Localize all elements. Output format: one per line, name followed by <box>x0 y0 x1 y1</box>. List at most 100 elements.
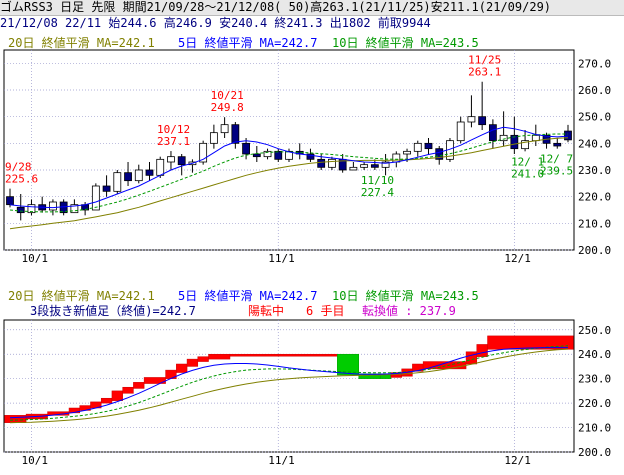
top-ytick: 200.0 <box>578 244 611 257</box>
top-ytick: 210.0 <box>578 217 611 230</box>
annotation-date: 11/10 <box>361 174 394 187</box>
candle-body <box>413 142 422 152</box>
bottom-ytick: 200.0 <box>578 446 611 459</box>
annotation-date: 10/12 <box>157 123 190 136</box>
candle-body <box>328 158 336 168</box>
bottom-ytick: 230.0 <box>578 373 611 386</box>
tlb-state: 陽転中 <box>248 304 285 318</box>
candle-body <box>49 201 57 211</box>
candle-body <box>167 156 175 163</box>
candle-body <box>252 153 261 158</box>
tlb-brick <box>197 356 209 362</box>
annotation-date: 12/ 7 <box>540 153 573 166</box>
candle-body <box>70 204 79 214</box>
candle-body <box>113 172 122 192</box>
bottom-ma5-line <box>9 347 568 419</box>
bottom-ytick: 210.0 <box>578 422 611 435</box>
candle-body <box>510 134 519 150</box>
candle-body <box>370 164 379 168</box>
candle-body <box>231 124 240 144</box>
candle-body <box>177 156 186 166</box>
annotation-price: 227.4 <box>361 186 394 199</box>
annotation-date: 9/28 <box>5 161 32 174</box>
annotation-price: 241.0 <box>511 167 544 180</box>
bottom-ytick: 240.0 <box>578 348 611 361</box>
candle-body <box>220 124 229 134</box>
price-summary: 21/12/08 22/11 始244.6 高246.9 安240.4 終241… <box>0 16 431 30</box>
candle-body <box>435 148 444 160</box>
tlb-brick <box>465 351 478 365</box>
candle-body <box>360 164 369 168</box>
top-xtick: 12/1 <box>504 252 531 265</box>
annotation-date: 12/ 1 <box>511 155 544 168</box>
annotation-date: 11/25 <box>468 54 501 67</box>
tlb-brick <box>4 415 27 423</box>
bottom-frame <box>3 319 575 453</box>
top-xtick: 10/1 <box>21 252 48 265</box>
candle-body <box>317 158 326 168</box>
annotation-price: 249.8 <box>211 101 244 114</box>
candle-body <box>564 130 572 141</box>
candle-body <box>488 124 497 142</box>
candle-body <box>306 153 315 160</box>
tlb-brick <box>122 386 134 394</box>
candle-body <box>134 169 143 182</box>
top-legend-ma10: 10日 終値平滑 MA=243.5 <box>332 36 479 50</box>
candle-body <box>145 169 154 176</box>
top-legend-ma20: 20日 終値平滑 MA=242.1 <box>8 36 155 50</box>
candle-body <box>274 150 283 160</box>
tlb-reversal: 転換値 : 237.9 <box>362 304 456 318</box>
annotation-price: 237.1 <box>157 135 190 148</box>
top-xtick: 11/1 <box>268 252 295 265</box>
annotation-price: 239.5 <box>540 165 573 178</box>
candle-body <box>199 142 208 163</box>
bottom-xtick: 10/1 <box>21 454 48 467</box>
top-ma10-line <box>9 133 568 213</box>
bottom-ma10-line <box>9 345 569 421</box>
tlb-info: 3段抜き新値足（終値)=242.7 <box>30 304 196 318</box>
candle-body <box>531 134 540 142</box>
candle-body <box>478 116 487 126</box>
candle-body <box>553 142 562 147</box>
candle-body <box>521 140 529 150</box>
candle-body <box>263 150 272 158</box>
candle-body <box>242 142 250 155</box>
candle-body <box>16 206 25 214</box>
top-ytick: 220.0 <box>578 191 611 204</box>
tlb-brick <box>487 335 574 350</box>
bottom-legend-ma5: 5日 終値平滑 MA=242.7 <box>178 289 318 303</box>
candle-body <box>6 196 14 206</box>
annotation-price: 263.1 <box>468 66 501 79</box>
chart-title: ゴムRSS3 日足 先限 期間21/09/28～21/12/08( 50)高26… <box>0 0 624 16</box>
candle-body <box>456 121 465 142</box>
candle-body <box>349 166 358 171</box>
bottom-legend-ma10: 10日 終値平滑 MA=243.5 <box>332 289 479 303</box>
tlb-brick <box>111 390 123 401</box>
annotation-price: 225.6 <box>5 173 38 186</box>
tlb-brick <box>208 353 231 360</box>
candle-body <box>124 172 132 182</box>
tlb-brick <box>176 363 188 373</box>
top-ytick: 230.0 <box>578 164 611 177</box>
candle-body <box>156 158 165 176</box>
bottom-xtick: 11/1 <box>268 454 295 467</box>
candle-body <box>381 161 390 168</box>
top-ma20-line <box>9 137 569 230</box>
top-ytick: 250.0 <box>578 111 611 124</box>
bottom-ma20-line <box>9 348 569 424</box>
bottom-ytick: 220.0 <box>578 397 611 410</box>
bottom-ytick: 250.0 <box>578 324 611 337</box>
tlb-brick <box>186 358 199 367</box>
tlb-brick <box>337 353 359 376</box>
annotation-date: 10/21 <box>211 89 244 102</box>
top-ytick: 260.0 <box>578 84 611 97</box>
candle-body <box>403 150 411 155</box>
tlb-brick <box>229 353 338 357</box>
tlb-brick <box>476 344 488 357</box>
tlb-brick <box>100 397 113 404</box>
top-legend-ma5: 5日 終値平滑 MA=242.7 <box>178 36 318 50</box>
bottom-xtick: 12/1 <box>504 454 531 467</box>
candle-body <box>424 142 433 150</box>
candle-body <box>102 185 111 192</box>
